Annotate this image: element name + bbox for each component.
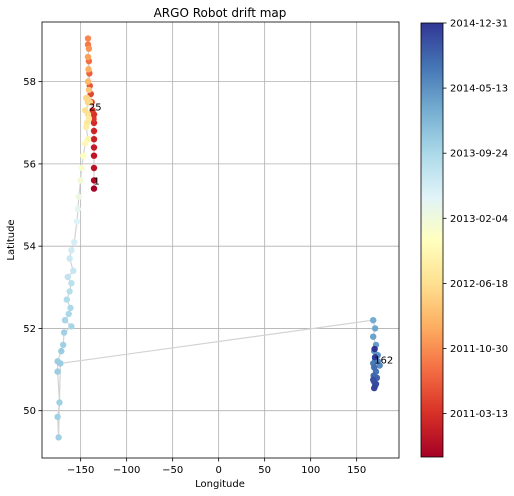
drift-point (370, 317, 377, 324)
x-tick-label: 50 (258, 465, 271, 476)
drift-point (83, 123, 90, 131)
plot-frame (41, 21, 400, 459)
x-tick-label: 150 (347, 465, 366, 476)
drift-point (66, 255, 73, 262)
colorbar-tick-label: 2014-05-13 (450, 84, 508, 95)
drift-point (58, 347, 65, 355)
colorbar-tick-label: 2011-03-13 (450, 409, 508, 420)
x-axis-ticks: −150 −100 −50 0 50 100 150 (67, 458, 366, 476)
colorbar-tick-label: 2014-12-31 (450, 19, 508, 30)
drift-point (90, 115, 97, 122)
drift-point (67, 304, 74, 312)
drift-point (90, 185, 98, 192)
drift-point (57, 360, 64, 367)
drift-point (90, 164, 98, 172)
drift-point (77, 177, 84, 184)
drift-point (54, 413, 61, 421)
drift-point (55, 434, 62, 441)
colorbar-tick-label: 2013-02-04 (450, 214, 508, 225)
colorbar-gradient (420, 22, 444, 458)
drift-point (60, 329, 68, 336)
x-tick-label: −50 (162, 465, 183, 476)
drift-point (89, 107, 96, 114)
point-annotations: 1 25 162 (89, 102, 393, 366)
drift-point (63, 296, 70, 303)
drift-point (371, 345, 378, 353)
drift-point (84, 53, 92, 61)
colorbar-ticks: 2011-03-13 2011-10-30 2012-06-18 2013-02-04… (443, 19, 508, 420)
drift-point (82, 140, 89, 147)
drift-point (74, 206, 82, 213)
drift-point (85, 66, 92, 73)
drift-point (83, 94, 90, 102)
x-tick-label: 100 (301, 465, 320, 476)
drift-point (56, 399, 63, 406)
drift-point (75, 193, 83, 200)
drift-point (84, 78, 92, 85)
colorbar: 2011-03-13 2011-10-30 2012-06-18 2013-02-04… (420, 19, 508, 458)
colorbar-tick-label: 2013-09-24 (450, 149, 508, 160)
drift-point (90, 127, 98, 135)
y-axis-label: Latitude (6, 219, 17, 260)
point-annotation: 25 (89, 102, 102, 113)
point-annotation: 162 (374, 355, 393, 366)
y-tick-label: 56 (23, 159, 36, 170)
drift-point (71, 238, 78, 246)
drift-point (64, 273, 72, 281)
drift-point (85, 45, 93, 52)
drift-points (54, 35, 383, 441)
drift-point (65, 310, 72, 318)
chart-title: ARGO Robot drift map (154, 6, 287, 20)
drift-point (90, 177, 98, 184)
grid-lines (42, 22, 399, 458)
drift-point (84, 35, 92, 42)
drift-point (68, 280, 75, 287)
colorbar-tick-label: 2012-06-18 (450, 279, 508, 290)
drift-point (370, 333, 377, 340)
y-tick-label: 58 (23, 77, 36, 88)
drift-point (90, 144, 98, 151)
drift-point (61, 317, 69, 324)
y-tick-label: 54 (23, 242, 36, 253)
drift-point (60, 341, 67, 349)
drift-point (371, 325, 379, 332)
x-axis-label: Longitude (195, 479, 245, 490)
drift-point (68, 323, 75, 330)
drift-point (54, 368, 61, 375)
drift-point (371, 384, 378, 392)
x-tick-label: −150 (67, 465, 94, 476)
drift-point (80, 152, 87, 159)
drift-point (68, 247, 75, 254)
drift-point (86, 99, 94, 106)
y-tick-label: 52 (23, 324, 36, 335)
colorbar-tick-label: 2011-10-30 (450, 344, 508, 355)
drift-point (73, 218, 81, 225)
x-tick-label: 0 (215, 465, 221, 476)
drift-point (371, 364, 378, 371)
drift-point (66, 288, 73, 295)
drift-point (90, 136, 98, 143)
x-tick-label: −100 (113, 465, 140, 476)
drift-point (85, 115, 93, 122)
drift-point (85, 86, 93, 94)
point-annotation: 1 (94, 176, 100, 187)
y-axis-ticks: 50 52 54 56 58 (23, 77, 42, 417)
drift-point (70, 267, 77, 274)
drift-point (371, 354, 379, 361)
y-tick-label: 50 (23, 406, 36, 417)
drift-point (78, 164, 85, 172)
drift-point (90, 152, 98, 159)
